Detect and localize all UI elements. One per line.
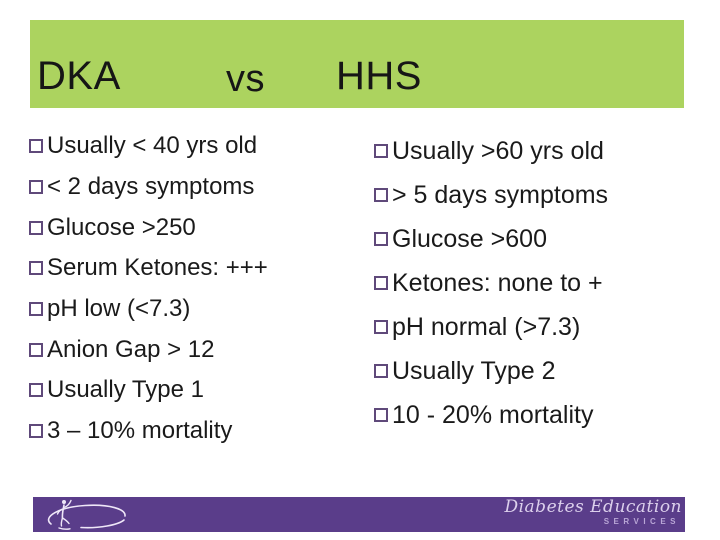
- bullet-text: Ketones: none to +: [392, 268, 603, 297]
- square-bullet-icon: [374, 232, 388, 246]
- bullet-text: > 5 days symptoms: [392, 180, 609, 209]
- title-hhs: HHS: [336, 54, 422, 98]
- square-bullet-icon: [29, 342, 43, 357]
- brand-text-block: Diabetes Education SERVICES: [504, 499, 682, 526]
- bullet-text: Usually < 40 yrs old: [47, 132, 258, 160]
- square-bullet-icon: [29, 139, 43, 154]
- square-bullet-icon: [29, 180, 43, 195]
- bullet-text: Usually Type 2: [392, 356, 556, 385]
- list-item: 10 - 20% mortality: [374, 393, 608, 437]
- square-bullet-icon: [374, 188, 388, 202]
- bullet-text: Serum Ketones: +++: [47, 254, 268, 282]
- list-item: 3 – 10% mortality: [29, 411, 268, 452]
- list-item: > 5 days symptoms: [374, 173, 608, 217]
- square-bullet-icon: [29, 261, 43, 276]
- list-item: pH low (<7.3): [29, 289, 268, 330]
- brand-name: Diabetes Education: [504, 497, 682, 517]
- bullet-text: 10 - 20% mortality: [392, 400, 594, 429]
- list-item: pH normal (>7.3): [374, 305, 608, 349]
- bullet-text: 3 – 10% mortality: [47, 417, 233, 445]
- slide-title-bar: DKA vs HHS: [30, 20, 684, 108]
- square-bullet-icon: [29, 302, 43, 317]
- dka-bullet-list: Usually < 40 yrs old < 2 days symptoms G…: [29, 126, 268, 452]
- list-item: Glucose >600: [374, 217, 608, 261]
- dancer-ellipse-logo-icon: [48, 499, 126, 530]
- bullet-text: Usually >60 yrs old: [392, 136, 604, 165]
- square-bullet-icon: [374, 320, 388, 334]
- square-bullet-icon: [29, 220, 43, 235]
- list-item: < 2 days symptoms: [29, 167, 268, 208]
- square-bullet-icon: [29, 424, 43, 439]
- square-bullet-icon: [374, 276, 388, 290]
- list-item: Usually Type 2: [374, 349, 608, 393]
- hhs-bullet-list: Usually >60 yrs old > 5 days symptoms Gl…: [374, 129, 608, 437]
- footer-brand-bar: Diabetes Education SERVICES: [33, 497, 685, 532]
- title-dka: DKA: [37, 54, 121, 98]
- bullet-text: pH low (<7.3): [47, 295, 191, 323]
- list-item: Usually < 40 yrs old: [29, 126, 268, 167]
- square-bullet-icon: [374, 364, 388, 378]
- square-bullet-icon: [374, 144, 388, 158]
- bullet-text: pH normal (>7.3): [392, 312, 581, 341]
- list-item: Serum Ketones: +++: [29, 248, 268, 289]
- square-bullet-icon: [29, 383, 43, 398]
- list-item: Anion Gap > 12: [29, 329, 268, 370]
- list-item: Usually Type 1: [29, 370, 268, 411]
- square-bullet-icon: [374, 408, 388, 422]
- title-vs: vs: [226, 58, 265, 100]
- bullet-text: Glucose >250: [47, 213, 196, 241]
- bullet-text: < 2 days symptoms: [47, 173, 255, 201]
- list-item: Usually >60 yrs old: [374, 129, 608, 173]
- list-item: Ketones: none to +: [374, 261, 608, 305]
- bullet-text: Usually Type 1: [47, 376, 204, 404]
- bullet-text: Anion Gap > 12: [47, 335, 215, 363]
- list-item: Glucose >250: [29, 207, 268, 248]
- bullet-text: Glucose >600: [392, 224, 547, 253]
- brand-tagline: SERVICES: [603, 517, 680, 526]
